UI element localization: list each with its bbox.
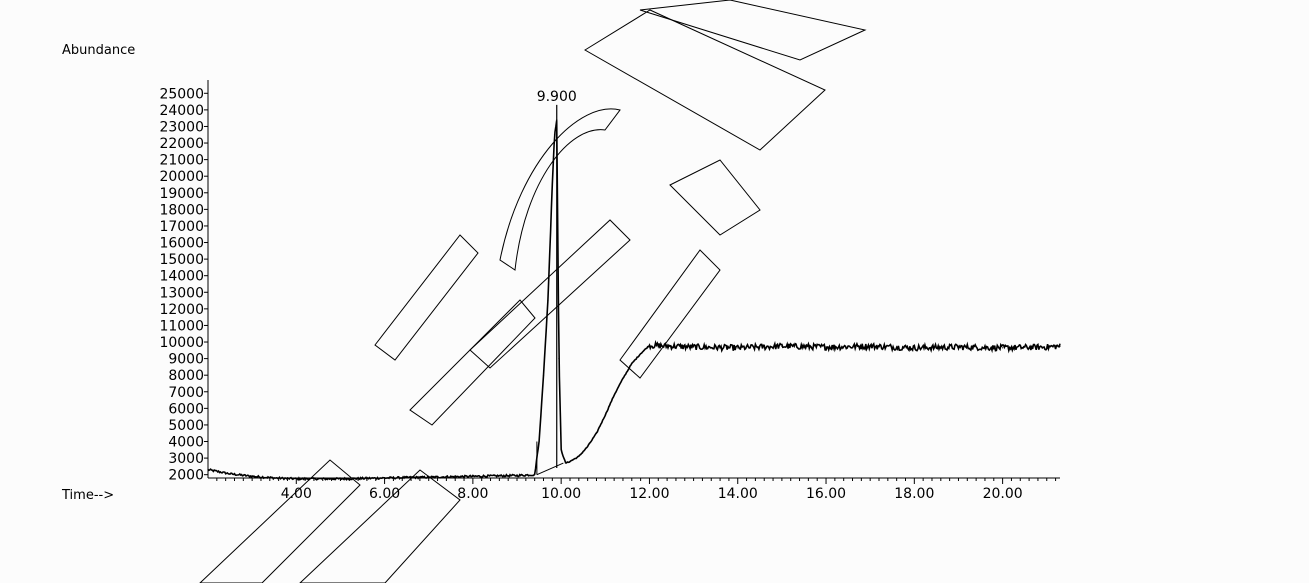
x-tick-label: 14.00 bbox=[718, 486, 758, 502]
y-tick-label: 22000 bbox=[159, 136, 204, 152]
data-point bbox=[551, 183, 553, 186]
data-point bbox=[578, 455, 580, 458]
data-point bbox=[339, 478, 342, 480]
y-tick-label: 14000 bbox=[159, 269, 204, 285]
y-tick-label: 15000 bbox=[159, 252, 204, 268]
data-point bbox=[558, 358, 560, 360]
y-tick-label: 18000 bbox=[159, 202, 204, 218]
data-point bbox=[273, 477, 275, 479]
data-point bbox=[869, 345, 871, 347]
watermark bbox=[199, 0, 867, 583]
data-point bbox=[692, 346, 695, 348]
data-point bbox=[295, 478, 297, 480]
x-tick-label: 10.00 bbox=[541, 486, 581, 502]
data-point bbox=[670, 345, 673, 347]
x-tick-label: 4.00 bbox=[281, 486, 312, 502]
x-tick-label: 18.00 bbox=[894, 486, 934, 502]
data-point bbox=[472, 475, 474, 477]
data-point bbox=[229, 473, 231, 475]
y-tick-label: 21000 bbox=[159, 153, 204, 169]
y-tick-label: 10000 bbox=[159, 335, 204, 351]
data-point bbox=[1046, 346, 1048, 348]
data-point bbox=[587, 445, 589, 448]
data-point bbox=[648, 344, 651, 346]
series-line bbox=[207, 120, 1061, 482]
y-tick-label: 3000 bbox=[168, 451, 204, 467]
data-point bbox=[516, 474, 518, 477]
data-point bbox=[251, 475, 253, 477]
data-point bbox=[604, 414, 606, 416]
x-tick-label: 16.00 bbox=[806, 486, 846, 502]
data-point bbox=[622, 377, 624, 380]
y-tick-label: 19000 bbox=[159, 186, 204, 202]
data-point bbox=[781, 345, 783, 347]
data-point bbox=[569, 460, 571, 463]
y-tick-label: 4000 bbox=[168, 435, 204, 451]
x-axis-title: Time--> bbox=[62, 488, 115, 503]
y-tick-label: 8000 bbox=[168, 368, 204, 384]
data-point bbox=[534, 474, 536, 476]
x-tick-label: 12.00 bbox=[629, 486, 669, 502]
data-point bbox=[825, 346, 827, 348]
data-point bbox=[383, 477, 386, 479]
axes bbox=[207, 80, 1060, 479]
y-tick-label: 6000 bbox=[168, 401, 204, 417]
data-point bbox=[428, 476, 430, 478]
y-tick-label: 7000 bbox=[168, 385, 204, 401]
y-tick-label: 23000 bbox=[159, 119, 204, 135]
y-tick-label: 12000 bbox=[159, 302, 204, 318]
ticks: 4.00 6.00 8.00 10.00 12.00 14.00 16.00 18.00 20.… bbox=[159, 86, 1057, 502]
y-tick-label: 25000 bbox=[159, 86, 204, 102]
data-point bbox=[564, 462, 567, 464]
series-layer: 9.900 bbox=[207, 89, 1061, 482]
data-point bbox=[547, 299, 549, 302]
y-tick-label: 17000 bbox=[159, 219, 204, 235]
data-point bbox=[957, 346, 960, 348]
data-point bbox=[737, 347, 739, 349]
data-point bbox=[631, 362, 633, 365]
integration-baseline bbox=[536, 462, 564, 476]
y-axis-title: Abundance bbox=[62, 43, 136, 58]
y-tick-label: 9000 bbox=[168, 352, 204, 368]
y-tick-label: 2000 bbox=[168, 468, 204, 484]
y-tick-label: 5000 bbox=[168, 418, 204, 434]
data-point bbox=[640, 353, 642, 355]
data-point bbox=[613, 394, 615, 396]
data-point bbox=[1059, 345, 1061, 347]
data-point bbox=[207, 469, 209, 471]
data-point bbox=[913, 347, 915, 349]
data-point bbox=[549, 241, 551, 244]
data-point bbox=[1002, 347, 1004, 349]
x-tick-label: 6.00 bbox=[369, 486, 400, 502]
y-tick-label: 13000 bbox=[159, 285, 204, 301]
data-point bbox=[560, 449, 562, 451]
y-tick-label: 20000 bbox=[159, 169, 204, 185]
y-tick-label: 11000 bbox=[159, 318, 204, 334]
y-tick-label: 24000 bbox=[159, 103, 204, 119]
y-tick-label: 16000 bbox=[159, 236, 204, 252]
peak-label: 9.900 bbox=[537, 89, 577, 105]
x-tick-label: 8.00 bbox=[457, 486, 488, 502]
data-point bbox=[542, 374, 545, 376]
data-point bbox=[538, 440, 540, 443]
x-tick-label: 20.00 bbox=[983, 486, 1023, 502]
data-point bbox=[553, 134, 556, 136]
data-point bbox=[595, 432, 598, 434]
